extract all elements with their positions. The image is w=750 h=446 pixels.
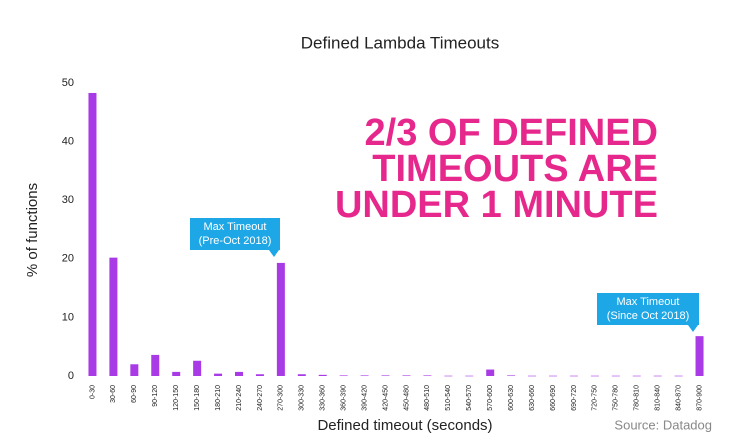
x-tick-label: 150-180 xyxy=(194,385,201,411)
bar xyxy=(88,92,97,376)
x-tick-label: 870-900 xyxy=(696,385,703,411)
x-tick-label: 540-570 xyxy=(466,385,473,411)
bar xyxy=(528,375,537,377)
callout-box xyxy=(597,293,699,325)
bar xyxy=(632,375,641,377)
bar xyxy=(193,360,202,376)
bar xyxy=(507,375,516,377)
callout-text: Max Timeout xyxy=(617,296,680,308)
y-tick-label: 10 xyxy=(62,311,74,323)
x-tick-label: 690-720 xyxy=(571,385,578,411)
callout-pointer xyxy=(688,325,698,332)
bar xyxy=(549,375,557,377)
bar xyxy=(423,375,432,377)
bar xyxy=(402,375,411,377)
headline: UNDER 1 MINUTE xyxy=(335,184,658,226)
y-axis-label: % of functions xyxy=(24,183,41,277)
x-tick-label: 720-750 xyxy=(592,385,599,411)
bar xyxy=(695,336,704,376)
headline: TIMEOUTS ARE xyxy=(372,148,658,190)
bar xyxy=(674,375,683,377)
bar xyxy=(276,262,285,376)
bar xyxy=(109,257,118,376)
bar xyxy=(214,373,223,376)
x-tick-label: 480-510 xyxy=(424,385,431,411)
source: Source: Datadog xyxy=(614,417,712,432)
x-tick-label: 0-30 xyxy=(89,385,96,399)
y-tick-label: 50 xyxy=(62,77,74,89)
x-tick-label: 570-600 xyxy=(487,385,494,411)
y-tick-label: 0 xyxy=(68,370,74,382)
bar xyxy=(360,375,369,377)
bar xyxy=(653,375,662,377)
bar xyxy=(297,374,306,376)
callout-box xyxy=(190,218,280,250)
x-tick-label: 390-420 xyxy=(361,385,368,411)
x-tick-label: 420-450 xyxy=(382,385,389,411)
bar xyxy=(172,371,181,376)
bar xyxy=(569,375,578,377)
x-tick-label: 120-150 xyxy=(173,385,180,411)
bar xyxy=(151,354,160,376)
y-tick-label: 30 xyxy=(62,194,74,206)
x-axis-label: Defined timeout (seconds) xyxy=(317,417,492,434)
bar xyxy=(590,375,599,377)
x-tick-label: 780-810 xyxy=(634,385,641,411)
y-tick-label: 40 xyxy=(62,136,74,148)
bar xyxy=(381,375,390,377)
x-tick-label: 60-90 xyxy=(131,385,138,403)
bar xyxy=(465,375,474,377)
x-tick-label: 210-240 xyxy=(236,385,243,411)
x-tick-label: 360-390 xyxy=(341,385,348,411)
y-tick-label: 20 xyxy=(62,253,74,265)
x-tick-label: 30-60 xyxy=(110,385,117,403)
x-tick-label: 510-540 xyxy=(445,385,452,411)
callout-text: (Since Oct 2018) xyxy=(607,310,690,322)
x-tick-label: 240-270 xyxy=(257,385,264,411)
x-tick-label: 180-210 xyxy=(215,385,222,411)
callout-pointer xyxy=(269,250,279,257)
x-tick-label: 450-480 xyxy=(403,385,410,411)
callout-text: (Pre-Oct 2018) xyxy=(199,235,272,247)
x-tick-label: 660-690 xyxy=(550,385,557,411)
bar xyxy=(611,375,620,377)
x-tick-label: 750-780 xyxy=(613,385,620,411)
headline: 2/3 OF DEFINED xyxy=(365,112,659,154)
bar xyxy=(130,364,139,376)
x-tick-label: 630-660 xyxy=(529,385,536,411)
x-tick-label: 300-330 xyxy=(299,385,306,411)
x-tick-label: 810-840 xyxy=(655,385,662,411)
bar xyxy=(235,371,243,376)
x-tick-label: 330-360 xyxy=(320,385,327,411)
bar xyxy=(486,369,495,376)
chart-title: Defined Lambda Timeouts xyxy=(301,33,499,52)
x-tick-label: 270-300 xyxy=(278,385,285,411)
callout-text: Max Timeout xyxy=(204,221,267,233)
bar xyxy=(318,374,327,376)
x-tick-label: 600-630 xyxy=(508,385,515,411)
bar xyxy=(339,375,348,377)
bar xyxy=(255,374,264,376)
x-tick-label: 90-120 xyxy=(152,385,159,407)
x-tick-label: 840-870 xyxy=(675,385,682,411)
bar xyxy=(444,375,453,377)
